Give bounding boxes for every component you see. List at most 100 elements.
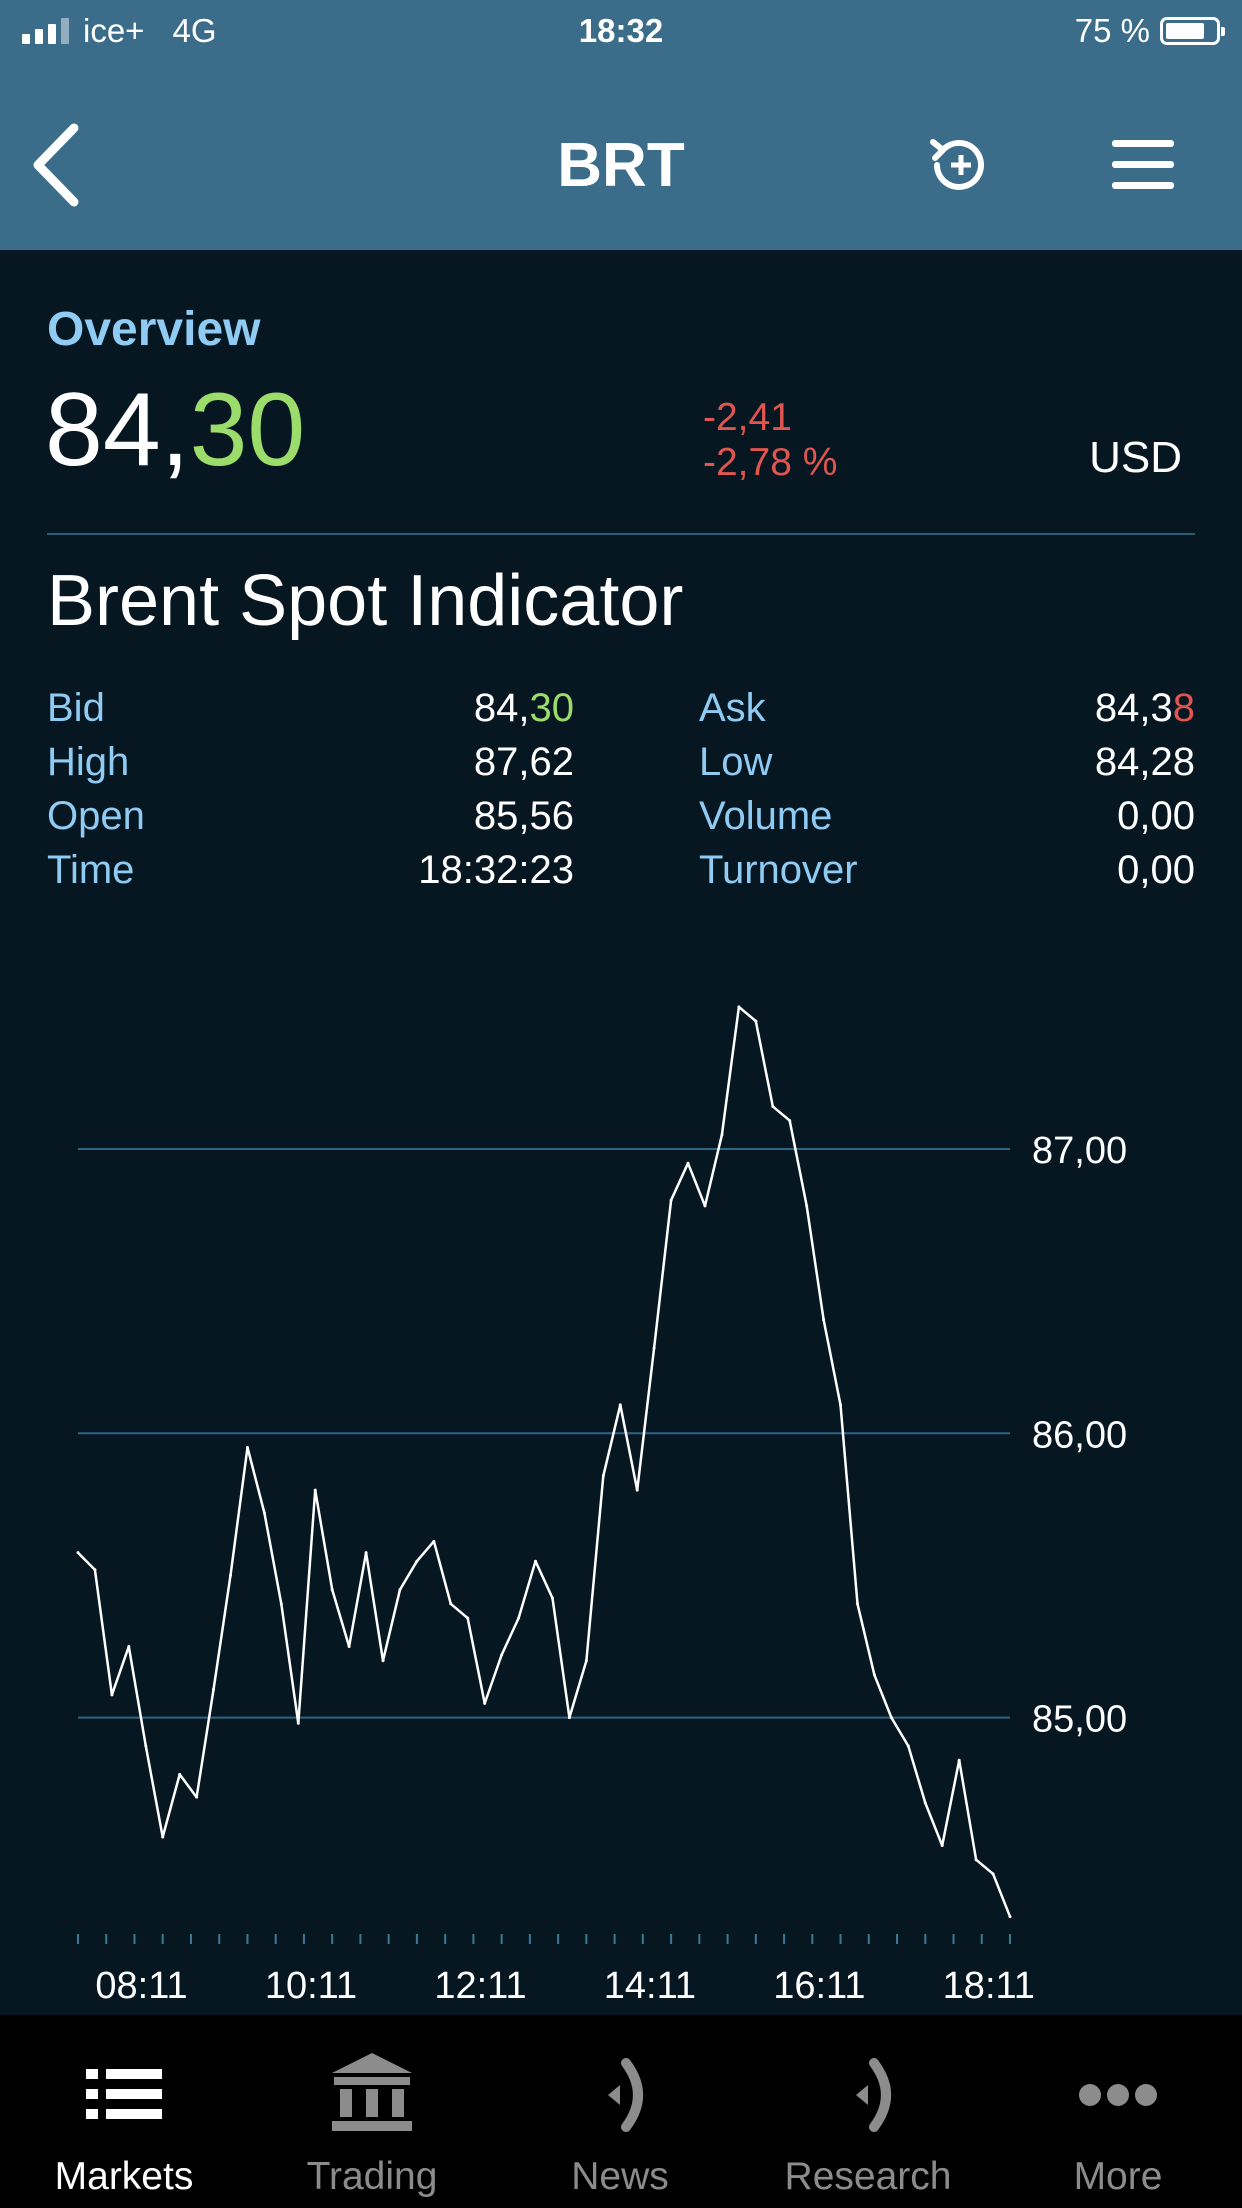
back-chevron-icon[interactable] <box>28 120 88 210</box>
x-tick-label: 12:11 <box>434 1965 526 2007</box>
bid-label: Bid <box>47 686 105 730</box>
x-tick-label: 18:11 <box>943 1965 1035 2007</box>
x-tick-label: 08:11 <box>95 1965 187 2007</box>
y-tick-label: 85,00 <box>1032 1699 1127 1741</box>
low-label: Low <box>699 740 773 784</box>
price-chart[interactable]: 85,00 86,00 87,00 08:11 10:11 12:11 14:11 16:11… <box>0 950 1242 2015</box>
tab-markets[interactable]: Markets <box>0 2015 248 2208</box>
tab-label: Trading <box>306 2155 438 2198</box>
time-value: 18:32:23 <box>418 848 574 892</box>
price-point <box>212 1687 216 1691</box>
stats-row: Bid 84,30 Ask 84,38 <box>0 686 1242 740</box>
price-point <box>432 1539 436 1543</box>
price-point <box>144 1744 148 1748</box>
price-point <box>195 1795 199 1799</box>
price-point <box>906 1744 910 1748</box>
price-point <box>669 1198 673 1202</box>
price-point <box>822 1318 826 1322</box>
tab-bar: Markets Trading News Research <box>0 2015 1242 2208</box>
tab-trading[interactable]: Trading <box>248 2015 496 2208</box>
price-point <box>957 1758 961 1762</box>
price-point <box>720 1133 724 1137</box>
price-point <box>279 1602 283 1606</box>
price-point <box>618 1403 622 1407</box>
price-point <box>788 1119 792 1123</box>
list-icon <box>86 2069 162 2119</box>
price-point <box>466 1616 470 1620</box>
ask-int: 84,3 <box>1094 686 1173 730</box>
price-point <box>483 1701 487 1705</box>
tab-news[interactable]: News <box>496 2015 744 2208</box>
y-tick-label: 86,00 <box>1032 1414 1127 1456</box>
price-point <box>161 1835 165 1839</box>
price-point <box>1008 1915 1012 1919</box>
price-point <box>974 1858 978 1862</box>
price-point <box>449 1602 453 1606</box>
price-point <box>415 1559 419 1563</box>
volume-value: 0,00 <box>1117 794 1195 838</box>
price-point <box>398 1588 402 1592</box>
price-point <box>855 1602 859 1606</box>
ask-dec: 8 <box>1172 686 1195 730</box>
battery-info: 75 % <box>1075 12 1225 50</box>
x-tick-label: 14:11 <box>604 1965 696 2007</box>
low-value: 84,28 <box>1094 740 1195 784</box>
open-label: Open <box>47 794 145 838</box>
price-point <box>652 1346 656 1350</box>
open-value: 85,56 <box>473 794 574 838</box>
turnover-value: 0,00 <box>1117 848 1195 892</box>
price-change: -2,41 -2,78 % <box>703 396 837 486</box>
price-point <box>584 1659 588 1663</box>
price-point <box>76 1551 80 1555</box>
network-type: 4G <box>172 12 217 49</box>
bid-int: 84, <box>473 686 530 730</box>
tab-label: News <box>571 2155 669 2198</box>
price-point <box>771 1104 775 1108</box>
price-point <box>330 1588 334 1592</box>
status-time: 18:32 <box>578 12 664 49</box>
price-point <box>940 1844 944 1847</box>
instrument-name: Brent Spot Indicator <box>47 561 684 641</box>
tab-research[interactable]: Research <box>744 2015 992 2208</box>
page-title: BRT <box>557 131 685 200</box>
last-price: 84,30 <box>45 378 305 482</box>
price-point <box>686 1161 690 1165</box>
x-tick-label: 16:11 <box>773 1965 865 2007</box>
tab-more[interactable]: More <box>994 2015 1242 2208</box>
price-point <box>754 1019 758 1023</box>
bank-icon <box>332 2053 412 2131</box>
price-point <box>229 1573 233 1577</box>
broadcast-icon <box>856 2058 891 2132</box>
signal-icon <box>22 18 69 44</box>
top-bar: ice+ 4G 18:32 75 % BRT <box>0 0 1242 250</box>
price-point <box>500 1653 504 1657</box>
price-point <box>313 1488 317 1492</box>
price-point <box>110 1693 114 1697</box>
price-point <box>635 1488 639 1492</box>
high-value: 87,62 <box>473 740 574 784</box>
ask-value: 84,38 <box>1095 686 1195 731</box>
turnover-label: Turnover <box>699 848 858 892</box>
price-point <box>737 1005 741 1009</box>
x-tick-label: 10:11 <box>265 1965 357 2007</box>
volume-label: Volume <box>699 794 833 838</box>
price-point <box>534 1559 538 1563</box>
price-point <box>703 1204 707 1208</box>
price-point <box>245 1446 249 1449</box>
price-point <box>262 1511 266 1515</box>
history-add-icon[interactable] <box>925 132 991 198</box>
price-point <box>93 1568 97 1572</box>
overview-label: Overview <box>47 303 261 356</box>
change-percent: -2,78 % <box>703 440 838 484</box>
tab-label: More <box>1073 2155 1163 2198</box>
price-point <box>889 1716 893 1720</box>
price-point <box>550 1596 554 1600</box>
bid-value: 84,30 <box>474 686 574 731</box>
stats-row: Time 18:32:23 Turnover 0,00 <box>0 848 1242 902</box>
price-decimals: 30 <box>189 372 306 488</box>
price-point <box>364 1551 368 1555</box>
price-point <box>567 1716 571 1720</box>
price-point <box>178 1772 182 1776</box>
ask-label: Ask <box>699 686 766 730</box>
hamburger-menu-icon[interactable] <box>1110 138 1176 192</box>
